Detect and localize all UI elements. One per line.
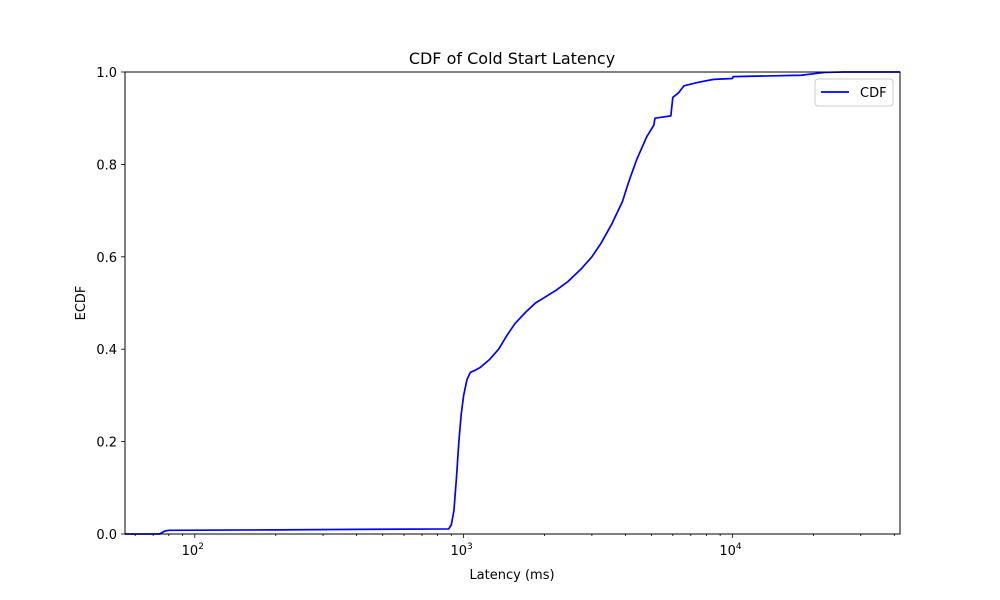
x-axis-label: Latency (ms) (469, 568, 554, 583)
x-axis-ticks: 102 103 104 (134, 534, 895, 559)
y-tick-label: 0.4 (96, 343, 117, 358)
plot-area (125, 72, 900, 534)
y-tick-label: 0.6 (96, 251, 117, 266)
x-tick-label: 102 (182, 542, 204, 559)
legend: CDF (814, 78, 894, 107)
y-tick-label: 0.8 (96, 158, 117, 173)
cdf-series-line (125, 71, 900, 535)
x-tick-label: 103 (450, 542, 472, 559)
y-axis-ticks: 0.0 0.2 0.4 0.6 0.8 1.0 (96, 66, 125, 543)
y-axis-label: ECDF (74, 286, 89, 321)
y-tick-label: 1.0 (96, 66, 117, 81)
plot-frame (124, 71, 901, 535)
legend-label: CDF (860, 86, 887, 101)
y-tick-label: 0.2 (96, 436, 117, 451)
x-tick-label: 104 (719, 542, 742, 559)
y-tick-label: 0.0 (96, 528, 117, 543)
chart-title: CDF of Cold Start Latency (409, 49, 615, 68)
legend-box (814, 78, 894, 107)
